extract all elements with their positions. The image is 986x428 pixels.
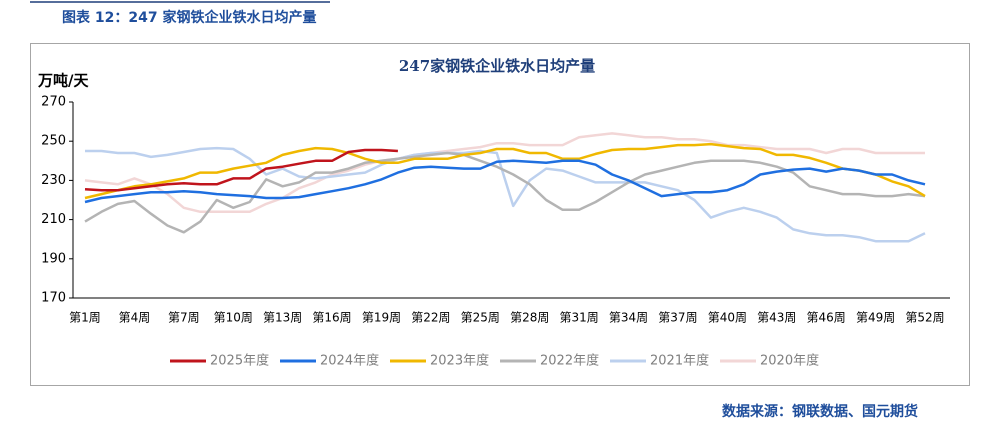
header: 图表 12：247 家钢铁企业铁水日均产量 bbox=[62, 9, 316, 26]
series-line bbox=[84, 132, 925, 214]
series-line bbox=[85, 146, 926, 243]
series-line bbox=[84, 142, 926, 200]
series-line bbox=[84, 148, 398, 192]
y-tick-label: 230 bbox=[41, 173, 66, 188]
x-tick-label: 第46周 bbox=[807, 311, 846, 325]
x-tick-label: 第25周 bbox=[461, 311, 500, 325]
x-tick-label: 第10周 bbox=[214, 311, 253, 325]
legend-label: 2020年度 bbox=[760, 353, 819, 369]
x-tick-label: 第34周 bbox=[609, 311, 648, 325]
legend-label: 2021年度 bbox=[650, 353, 709, 369]
x-tick-label: 第52周 bbox=[905, 311, 944, 325]
chart-frame bbox=[30, 43, 970, 386]
x-tick-label: 第43周 bbox=[757, 311, 796, 325]
x-tick-label: 第1周 bbox=[69, 311, 101, 325]
x-tick-label: 第31周 bbox=[559, 311, 598, 325]
y-tick-label: 210 bbox=[41, 212, 66, 227]
x-tick-label: 第7周 bbox=[168, 311, 200, 325]
legend-label: 2022年度 bbox=[540, 353, 599, 369]
legend-label: 2023年度 bbox=[430, 353, 489, 369]
y-tick-label: 170 bbox=[41, 291, 66, 306]
x-tick-label: 第4周 bbox=[119, 311, 151, 325]
y-axis-label: 万吨/天 bbox=[37, 72, 89, 90]
x-tick-label: 第40周 bbox=[708, 311, 747, 325]
source: 数据来源：钢联数据、国元期货 bbox=[722, 403, 918, 420]
x-tick-label: 第49周 bbox=[856, 311, 895, 325]
x-tick-label: 第28周 bbox=[510, 311, 549, 325]
y-tick-label: 190 bbox=[41, 251, 66, 266]
x-tick-label: 第19周 bbox=[362, 311, 401, 325]
series-line bbox=[84, 159, 926, 204]
x-tick-label: 第13周 bbox=[263, 311, 302, 325]
x-tick-label: 第16周 bbox=[312, 311, 351, 325]
x-tick-label: 第22周 bbox=[411, 311, 450, 325]
legend-label: 2025年度 bbox=[210, 353, 269, 369]
y-tick-label: 250 bbox=[41, 134, 66, 149]
x-tick-label: 第37周 bbox=[658, 311, 697, 325]
chart-title: 247家钢铁企业铁水日均产量 bbox=[399, 57, 595, 75]
legend-label: 2024年度 bbox=[320, 353, 379, 369]
y-tick-label: 270 bbox=[41, 95, 66, 110]
